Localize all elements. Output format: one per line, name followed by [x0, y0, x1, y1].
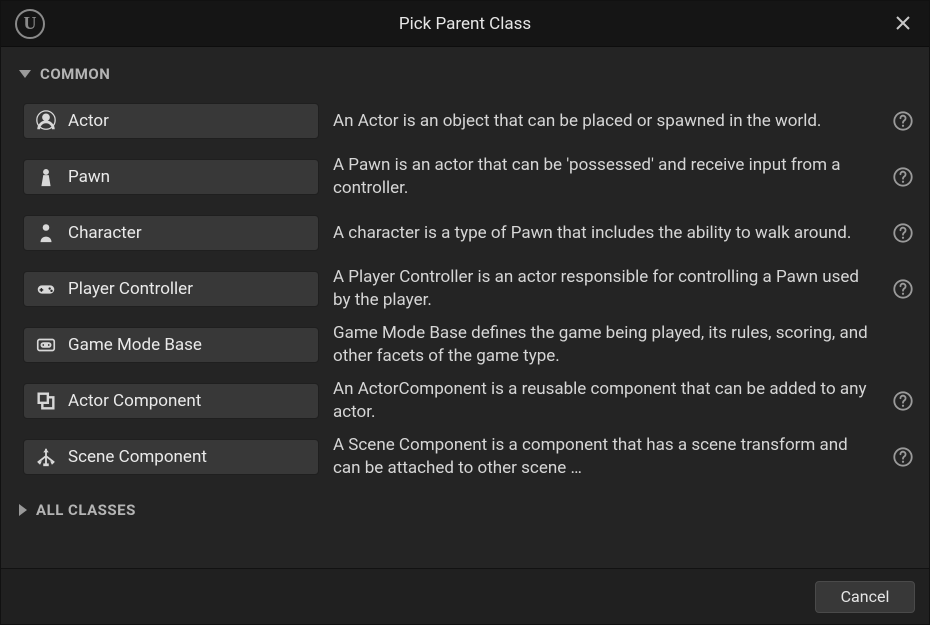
- help-button[interactable]: [891, 445, 915, 469]
- class-row: Pawn A Pawn is an actor that can be 'poss…: [23, 149, 915, 205]
- help-icon: [892, 166, 914, 188]
- class-button-actor[interactable]: Actor: [23, 103, 319, 139]
- help-button[interactable]: [891, 165, 915, 189]
- class-button-character[interactable]: Character: [23, 215, 319, 251]
- help-button[interactable]: [891, 389, 915, 413]
- class-row: Character A character is a type of Pawn t…: [23, 205, 915, 261]
- class-button-actor-component[interactable]: Actor Component: [23, 383, 319, 419]
- close-icon: [893, 13, 913, 33]
- class-label: Game Mode Base: [68, 335, 202, 355]
- cancel-button[interactable]: Cancel: [815, 581, 915, 613]
- class-button-controller[interactable]: Player Controller: [23, 271, 319, 307]
- class-label: Player Controller: [68, 279, 193, 299]
- unreal-logo-icon: U: [15, 9, 45, 39]
- actor-component-icon: [34, 389, 58, 413]
- class-label: Scene Component: [68, 447, 207, 467]
- help-icon: [892, 446, 914, 468]
- titlebar: U Pick Parent Class: [1, 1, 929, 47]
- close-button[interactable]: [893, 13, 913, 33]
- class-button-gamemode[interactable]: Game Mode Base: [23, 327, 319, 363]
- class-label: Pawn: [68, 167, 110, 187]
- dialog-body: COMMON Actor An Actor is an object that c…: [1, 47, 929, 568]
- pawn-icon: [34, 165, 58, 189]
- help-icon: [892, 110, 914, 132]
- class-label: Actor: [68, 111, 109, 131]
- section-label: ALL CLASSES: [36, 501, 136, 519]
- actor-icon: [34, 109, 58, 133]
- gamemode-icon: [34, 333, 58, 357]
- character-icon: [34, 221, 58, 245]
- class-label: Actor Component: [68, 391, 201, 411]
- class-description: An Actor is an object that can be placed…: [333, 110, 877, 133]
- help-button[interactable]: [891, 109, 915, 133]
- class-description: A character is a type of Pawn that inclu…: [333, 222, 877, 245]
- help-button[interactable]: [891, 277, 915, 301]
- section-header-all-classes[interactable]: ALL CLASSES: [1, 493, 929, 529]
- controller-icon: [34, 277, 58, 301]
- section-header-common[interactable]: COMMON: [1, 57, 929, 93]
- scene-component-icon: [34, 445, 58, 469]
- class-row: Player Controller A Player Controller is …: [23, 261, 915, 317]
- chevron-right-icon: [19, 504, 27, 516]
- window-title: Pick Parent Class: [1, 14, 929, 34]
- class-description: An ActorComponent is a reusable componen…: [333, 378, 877, 424]
- class-row: Actor An Actor is an object that can be p…: [23, 93, 915, 149]
- class-list: Actor An Actor is an object that can be p…: [1, 93, 929, 493]
- help-button[interactable]: [891, 221, 915, 245]
- class-row: Actor Component An ActorComponent is a re…: [23, 373, 915, 429]
- help-icon: [892, 222, 914, 244]
- dialog-footer: Cancel: [1, 568, 929, 624]
- help-icon: [892, 390, 914, 412]
- class-button-scene-component[interactable]: Scene Component: [23, 439, 319, 475]
- class-description: A Scene Component is a component that ha…: [333, 434, 877, 480]
- class-button-pawn[interactable]: Pawn: [23, 159, 319, 195]
- class-label: Character: [68, 223, 142, 243]
- section-label: COMMON: [40, 65, 110, 83]
- chevron-down-icon: [19, 70, 31, 78]
- class-description: A Pawn is an actor that can be 'possesse…: [333, 154, 877, 200]
- pick-parent-class-dialog: U Pick Parent Class COMMON Actor An Actor…: [0, 0, 930, 625]
- class-row: Scene Component A Scene Component is a co…: [23, 429, 915, 485]
- help-icon: [892, 278, 914, 300]
- class-description: Game Mode Base defines the game being pl…: [333, 322, 877, 368]
- class-description: A Player Controller is an actor responsi…: [333, 266, 877, 312]
- class-row: Game Mode Base Game Mode Base defines the…: [23, 317, 915, 373]
